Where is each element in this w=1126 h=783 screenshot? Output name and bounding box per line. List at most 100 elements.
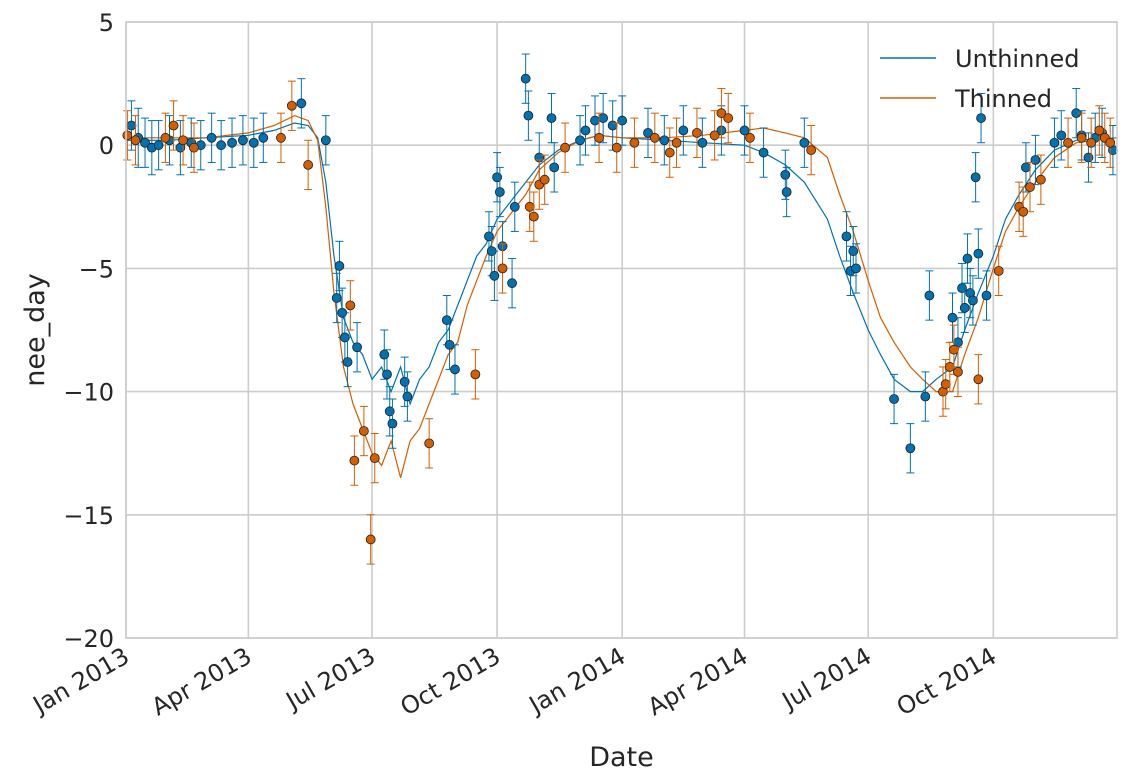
data-point-unthinned: [968, 295, 978, 306]
y-axis-label: nee_day: [20, 273, 51, 387]
data-point-thinned: [671, 137, 682, 148]
y-axis-ticks: 5 0 −5 −10 −15 −20: [63, 9, 114, 653]
data-point-unthinned: [739, 125, 750, 136]
data-point-unthinned: [153, 140, 164, 151]
data-point-unthinned: [758, 147, 769, 158]
data-point-thinned: [611, 142, 622, 153]
data-point-unthinned: [238, 135, 248, 146]
data-point-unthinned: [331, 293, 342, 303]
data-point-unthinned: [296, 98, 307, 109]
data-point-thinned: [723, 113, 734, 123]
data-point-unthinned: [697, 137, 708, 148]
data-point-unthinned: [206, 132, 217, 143]
data-point-unthinned: [227, 137, 237, 148]
plot-frame: [125, 21, 1118, 639]
data-point-thinned: [286, 100, 297, 111]
data-point-thinned: [539, 174, 550, 185]
data-point-thinned: [365, 534, 376, 545]
data-point-unthinned: [841, 231, 852, 242]
data-point-thinned: [1076, 132, 1087, 143]
data-point-unthinned: [799, 137, 810, 148]
data-point-unthinned: [402, 391, 413, 402]
data-point-thinned: [745, 132, 755, 143]
data-point-unthinned: [590, 115, 600, 126]
data-point-unthinned: [546, 113, 557, 123]
data-point-thinned: [1063, 137, 1073, 148]
data-point-unthinned: [598, 113, 609, 123]
data-point-unthinned: [976, 113, 986, 123]
data-point-unthinned: [507, 278, 517, 289]
data-point-unthinned: [851, 263, 861, 274]
data-point-unthinned: [905, 443, 916, 454]
data-point-unthinned: [549, 162, 560, 173]
data-point-thinned: [160, 132, 171, 143]
legend-label-thinned: Thinned: [954, 85, 1052, 113]
data-point-thinned: [497, 263, 508, 274]
y-tick-label: −20: [63, 625, 114, 653]
data-point-unthinned: [248, 137, 259, 148]
data-point-thinned: [303, 160, 314, 170]
data-point-thinned: [189, 142, 199, 153]
data-point-thinned: [524, 201, 535, 212]
data-point-unthinned: [126, 120, 137, 131]
data-point-thinned: [178, 135, 188, 146]
data-point-unthinned: [509, 201, 520, 212]
data-point-thinned: [664, 147, 675, 158]
data-point-unthinned: [520, 73, 531, 84]
data-point-unthinned: [575, 135, 585, 146]
data-point-unthinned: [352, 342, 362, 353]
data-point-thinned: [560, 142, 570, 153]
y-tick-label: −10: [63, 379, 114, 407]
data-point-thinned: [470, 369, 481, 380]
data-point-thinned: [1025, 182, 1035, 192]
data-point-unthinned: [1049, 137, 1060, 148]
data-point-thinned: [168, 120, 179, 131]
data-point-thinned: [1035, 174, 1046, 185]
data-point-unthinned: [678, 125, 689, 136]
data-point-unthinned: [334, 261, 345, 271]
data-point-unthinned: [216, 140, 227, 151]
data-point-thinned: [1105, 137, 1116, 148]
data-point-unthinned: [382, 369, 392, 380]
data-point-thinned: [594, 132, 604, 143]
y-tick-label: 5: [99, 9, 114, 37]
data-point-unthinned: [643, 127, 653, 138]
data-point-thinned: [953, 366, 963, 377]
y-tick-label: −15: [63, 502, 114, 530]
legend: Unthinned Thinned: [880, 45, 1080, 113]
data-point-thinned: [716, 108, 727, 119]
data-point-thinned: [692, 127, 702, 138]
data-point-unthinned: [342, 357, 353, 367]
data-point-unthinned: [1030, 155, 1041, 165]
data-point-unthinned: [959, 302, 970, 313]
data-point-unthinned: [1056, 130, 1067, 141]
data-point-thinned: [358, 426, 369, 436]
data-point-unthinned: [494, 187, 505, 197]
data-point-unthinned: [617, 115, 628, 126]
data-point-unthinned: [780, 169, 791, 180]
y-tick-label: −5: [79, 255, 114, 283]
legend-label-unthinned: Unthinned: [955, 45, 1080, 73]
data-point-thinned: [709, 130, 720, 141]
data-point-unthinned: [781, 187, 792, 197]
data-point-thinned: [424, 438, 435, 449]
data-point-thinned: [130, 135, 141, 146]
data-point-thinned: [948, 344, 959, 355]
data-point-thinned: [940, 379, 951, 390]
data-point-thinned: [649, 132, 660, 143]
data-point-unthinned: [970, 172, 981, 183]
data-point-unthinned: [607, 120, 618, 131]
data-point-unthinned: [981, 290, 992, 301]
data-point-unthinned: [140, 137, 150, 148]
data-point-unthinned: [258, 132, 269, 143]
data-point-unthinned: [450, 364, 460, 375]
data-point-thinned: [806, 145, 817, 156]
x-axis-label: Date: [589, 742, 654, 773]
data-point-unthinned: [659, 135, 670, 146]
data-point-thinned: [345, 300, 356, 311]
data-point-thinned: [369, 453, 380, 464]
data-point-thinned: [528, 211, 539, 222]
data-point-unthinned: [580, 125, 591, 136]
data-point-unthinned: [962, 253, 973, 264]
data-point-unthinned: [387, 418, 398, 429]
